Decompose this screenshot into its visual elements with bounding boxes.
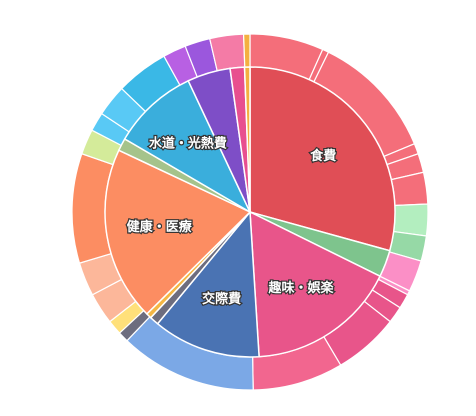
slice-label-8: 水道・光熱費 <box>149 136 227 152</box>
inner-slice-3[interactable] <box>156 210 260 358</box>
outer-slice-27[interactable] <box>242 33 251 68</box>
inner-slice-8[interactable] <box>123 79 252 214</box>
slice-label-3: 交際費 <box>202 291 241 307</box>
inner-pie <box>104 66 396 358</box>
inner-slice-11[interactable] <box>243 66 251 213</box>
slice-label-6: 健康・医療 <box>127 219 193 235</box>
inner-slice-6[interactable] <box>104 149 252 315</box>
outer-slice-6[interactable] <box>393 203 429 237</box>
slice-label-0: 食費 <box>310 148 336 164</box>
inner-slice-2[interactable] <box>249 210 382 358</box>
inner-slice-0[interactable] <box>249 66 396 252</box>
slice-label-2: 趣味・娯楽 <box>267 280 334 296</box>
